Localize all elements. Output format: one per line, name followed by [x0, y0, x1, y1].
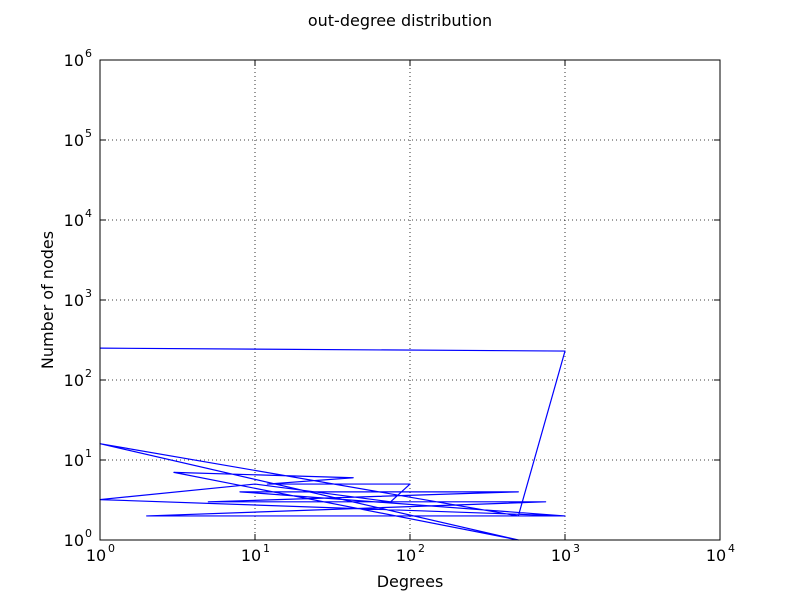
y-axis-label: Number of nodes	[38, 231, 57, 369]
y-tick-label-exponent: 0	[85, 527, 92, 540]
tick-labels: 10 0 10 1 10 2 10 3 10 410 010 110 210 310 410 510 6	[64, 47, 735, 565]
x-tick-label: 10	[86, 546, 106, 565]
x-tick-label-exponent: 3	[573, 542, 580, 555]
chart-title: out-degree distribution	[308, 11, 492, 30]
y-tick-label-exponent: 4	[85, 207, 92, 220]
y-tick-label-exponent: 3	[85, 287, 92, 300]
x-tick-label: 10	[396, 546, 416, 565]
y-tick-label: 10	[64, 371, 84, 390]
x-axis-label: Degrees	[377, 572, 444, 591]
y-tick-label: 10	[64, 451, 84, 470]
x-tick-label-exponent: 0	[108, 542, 115, 555]
y-tick-label-exponent: 2	[85, 367, 92, 380]
x-tick-label-exponent: 4	[728, 542, 735, 555]
y-tick-label-exponent: 6	[85, 47, 92, 60]
y-tick-label-exponent: 5	[85, 127, 92, 140]
y-tick-label-exponent: 1	[85, 447, 92, 460]
x-tick-label-exponent: 2	[418, 542, 425, 555]
y-tick-label: 10	[64, 531, 84, 550]
x-tick-label: 10	[551, 546, 571, 565]
y-tick-label: 10	[64, 211, 84, 230]
y-tick-label: 10	[64, 51, 84, 70]
y-tick-label: 10	[64, 131, 84, 150]
axis-ticks	[99, 59, 721, 541]
x-tick-label-exponent: 1	[263, 542, 270, 555]
grid-lines	[100, 60, 720, 540]
y-tick-label: 10	[64, 291, 84, 310]
x-tick-label: 10	[241, 546, 261, 565]
x-tick-label: 10	[706, 546, 726, 565]
